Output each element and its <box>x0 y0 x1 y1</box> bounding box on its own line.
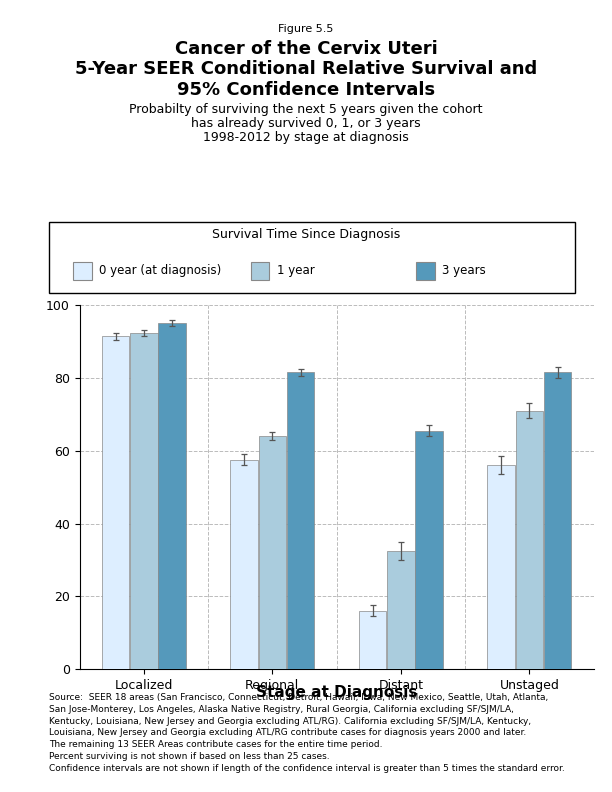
Bar <box>287 372 315 669</box>
Text: Percent Surviving Next 5 Years: Percent Surviving Next 5 Years <box>80 284 239 294</box>
Text: 3 years: 3 years <box>442 265 485 277</box>
Text: Survival Time Since Diagnosis: Survival Time Since Diagnosis <box>212 228 400 241</box>
Text: 0 year (at diagnosis): 0 year (at diagnosis) <box>99 265 222 277</box>
Text: has already survived 0, 1, or 3 years: has already survived 0, 1, or 3 years <box>191 117 421 130</box>
Bar <box>159 323 186 669</box>
Bar <box>416 431 443 669</box>
Bar <box>516 410 543 669</box>
Text: 1998-2012 by stage at diagnosis: 1998-2012 by stage at diagnosis <box>203 131 409 144</box>
Bar <box>544 372 572 669</box>
Text: Cancer of the Cervix Uteri: Cancer of the Cervix Uteri <box>174 40 438 58</box>
Bar <box>387 551 414 669</box>
Bar <box>102 337 129 669</box>
Text: Source:  SEER 18 areas (San Francisco, Connecticut, Detroit, Hawaii, Iowa, New M: Source: SEER 18 areas (San Francisco, Co… <box>49 693 565 773</box>
Text: Figure 5.5: Figure 5.5 <box>278 24 334 34</box>
Bar <box>230 459 258 669</box>
Text: Probabilty of surviving the next 5 years given the cohort: Probabilty of surviving the next 5 years… <box>129 103 483 116</box>
Bar <box>259 436 286 669</box>
Text: 95% Confidence Intervals: 95% Confidence Intervals <box>177 81 435 99</box>
Text: 1 year: 1 year <box>277 265 315 277</box>
Text: 5-Year SEER Conditional Relative Survival and: 5-Year SEER Conditional Relative Surviva… <box>75 60 537 78</box>
Bar <box>130 333 157 669</box>
Text: Stage at Diagnosis: Stage at Diagnosis <box>256 685 417 700</box>
Bar <box>487 465 515 669</box>
Bar <box>359 611 386 669</box>
